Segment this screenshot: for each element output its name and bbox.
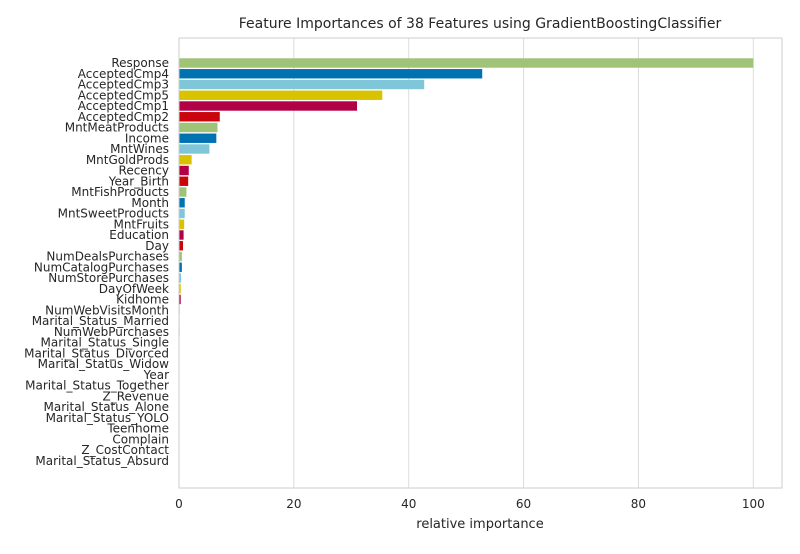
bar xyxy=(179,112,220,121)
x-axis-label: relative importance xyxy=(416,517,543,532)
bar xyxy=(179,230,184,239)
bar xyxy=(179,177,188,186)
bar xyxy=(179,241,183,250)
bar xyxy=(179,198,185,207)
bar xyxy=(179,155,192,164)
x-tick-labels: 0 20 40 60 80 100 xyxy=(175,497,765,511)
bar xyxy=(179,123,217,132)
bar xyxy=(179,101,357,110)
x-tick-label: 60 xyxy=(516,497,531,511)
bar xyxy=(179,166,189,175)
bar xyxy=(179,80,424,89)
bar xyxy=(179,69,482,78)
bar xyxy=(179,209,185,218)
bar xyxy=(179,187,186,196)
bar xyxy=(179,91,382,100)
x-tick-label: 80 xyxy=(631,497,646,511)
chart-title: Feature Importances of 38 Features using… xyxy=(239,16,722,32)
bar xyxy=(179,144,209,153)
x-tick-label: 0 xyxy=(175,497,183,511)
bar xyxy=(179,58,753,67)
bar xyxy=(179,220,184,229)
x-tick-label: 40 xyxy=(401,497,416,511)
category-labels: ResponseAcceptedCmp4AcceptedCmp3Accepted… xyxy=(24,56,169,468)
bar xyxy=(179,134,216,143)
x-tick-label: 100 xyxy=(742,497,765,511)
x-tick-label: 20 xyxy=(286,497,301,511)
category-label: Marital_Status_Absurd xyxy=(35,454,169,468)
bar-layer xyxy=(179,58,753,444)
